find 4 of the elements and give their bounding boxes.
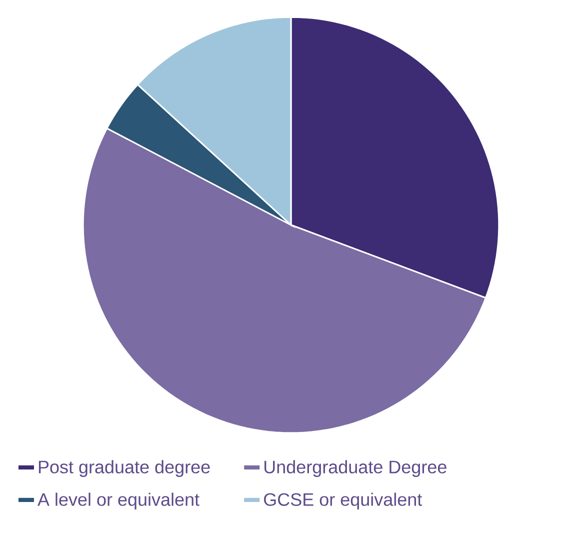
legend-label: A level or equivalent	[38, 492, 200, 510]
legend-label: GCSE or equivalent	[264, 492, 422, 510]
legend-label: Post graduate degree	[38, 460, 210, 477]
legend-label: Undergraduate Degree	[264, 460, 446, 477]
